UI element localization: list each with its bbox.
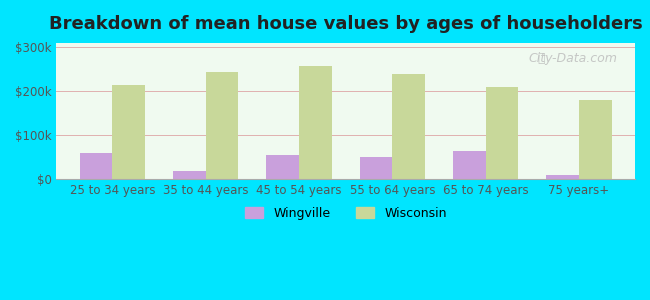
Bar [266,155,299,179]
Bar [206,71,239,179]
Bar [173,171,206,179]
Bar [359,158,393,179]
Bar [80,153,112,179]
Bar [112,85,145,179]
Title: Breakdown of mean house values by ages of householders: Breakdown of mean house values by ages o… [49,15,643,33]
Bar [486,87,518,179]
Text: ⓘ: ⓘ [538,52,545,65]
Legend: Wingville, Wisconsin: Wingville, Wisconsin [240,202,452,225]
Bar [299,66,332,179]
Bar [453,151,486,179]
Text: City-Data.com: City-Data.com [528,52,618,65]
Bar [393,74,425,179]
Bar [547,175,579,179]
Bar [579,100,612,179]
